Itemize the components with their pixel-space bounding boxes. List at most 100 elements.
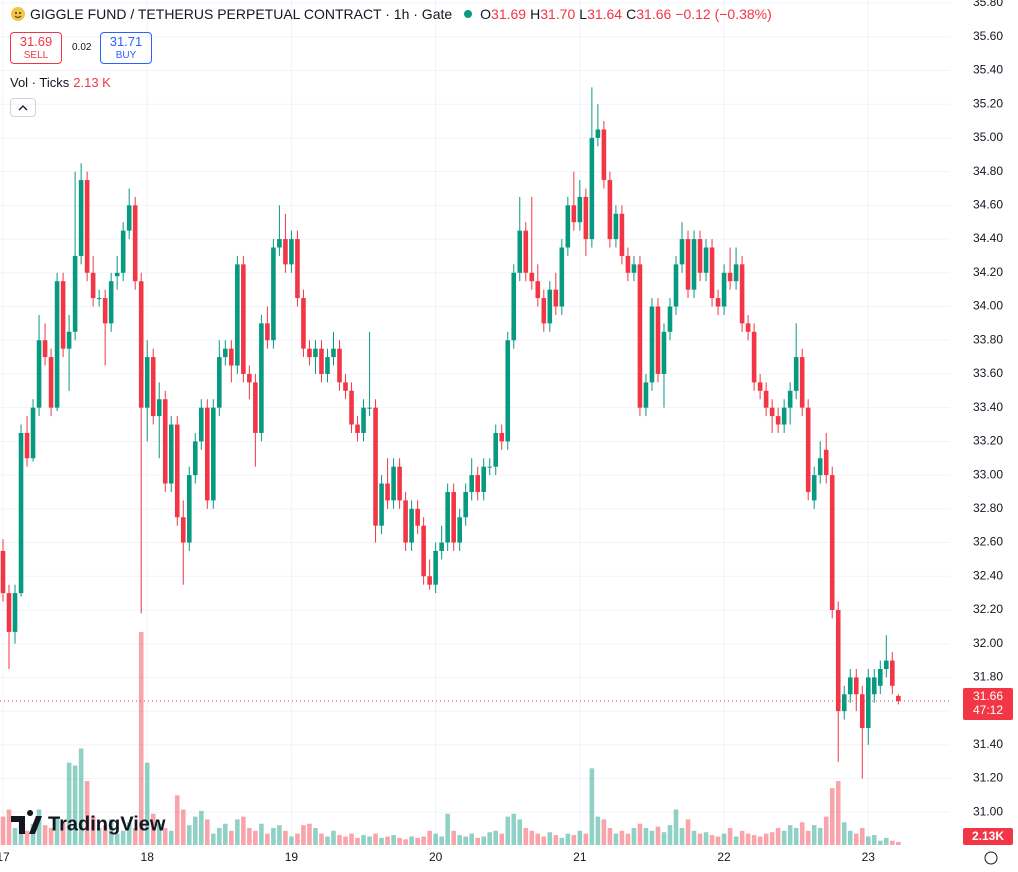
symbol[interactable]: GIGGLE FUND / TETHERUS PERPETUAL CONTRAC… bbox=[30, 6, 453, 22]
volume-bar bbox=[66, 762, 72, 845]
volume-bar bbox=[415, 837, 420, 845]
volume-bar bbox=[325, 836, 330, 845]
volume-bar bbox=[343, 836, 348, 845]
volume-bar bbox=[805, 830, 811, 845]
candle-body bbox=[235, 264, 240, 366]
volume-bar bbox=[349, 833, 354, 845]
volume-bar bbox=[301, 825, 306, 845]
volume-bar bbox=[535, 833, 541, 845]
chevron bbox=[18, 105, 28, 111]
candle-body bbox=[211, 407, 216, 501]
candle-body bbox=[379, 483, 384, 526]
candle-body bbox=[373, 407, 378, 526]
y-tick-label: 35.40 bbox=[973, 63, 1003, 77]
candle-body bbox=[313, 348, 318, 358]
candle-body bbox=[583, 196, 589, 240]
candle-body bbox=[361, 407, 366, 433]
volume-bar bbox=[896, 841, 901, 845]
volume-bar bbox=[217, 827, 222, 845]
candle-body bbox=[853, 677, 859, 695]
candle-body bbox=[613, 213, 619, 240]
y-tick-label: 34.40 bbox=[973, 231, 1003, 245]
volume-bar bbox=[685, 819, 691, 845]
y-tick-label: 33.60 bbox=[973, 366, 1003, 380]
sell-price: 31.69 bbox=[19, 34, 53, 49]
sell-button[interactable]: 31.69 SELL bbox=[10, 32, 62, 64]
volume-bar bbox=[493, 830, 499, 845]
candle-body bbox=[60, 281, 66, 349]
candle-body bbox=[667, 306, 673, 332]
volume-bar bbox=[835, 781, 841, 845]
ohlc-value: 31.66 bbox=[636, 6, 672, 22]
candle-body bbox=[559, 247, 565, 307]
candle-body bbox=[6, 593, 12, 632]
candle-body bbox=[505, 340, 511, 442]
candle-body bbox=[150, 357, 156, 417]
buy-button[interactable]: 31.71 BUY bbox=[100, 32, 152, 64]
volume-bar bbox=[168, 830, 174, 845]
candle-body bbox=[66, 331, 72, 349]
candle-body bbox=[625, 255, 631, 273]
candle-body bbox=[36, 340, 42, 408]
volume-bar bbox=[559, 837, 565, 845]
volume-bar bbox=[517, 819, 523, 845]
candle-body bbox=[655, 306, 661, 374]
candle-body bbox=[217, 357, 222, 408]
volume-bar bbox=[811, 825, 817, 845]
candle-body bbox=[367, 407, 372, 409]
candle-body bbox=[433, 550, 438, 585]
candle-body bbox=[811, 475, 817, 501]
volume-bar bbox=[427, 830, 432, 845]
volume-bar bbox=[763, 833, 769, 845]
candle-body bbox=[715, 298, 721, 307]
brand-text: TradingView bbox=[48, 813, 166, 835]
volume-bar bbox=[241, 816, 246, 845]
volume-bar bbox=[673, 809, 679, 845]
candle-body bbox=[289, 239, 294, 265]
y-tick-label: 34.20 bbox=[973, 265, 1003, 279]
brand-mark bbox=[11, 810, 42, 834]
candle-body bbox=[126, 205, 132, 231]
volume-bar bbox=[337, 835, 342, 845]
volume-bar bbox=[198, 810, 204, 845]
volume-bar bbox=[24, 830, 30, 845]
candle-body bbox=[108, 281, 114, 324]
volume-last-label: 2.13K bbox=[972, 829, 1004, 843]
y-tick-label: 31.40 bbox=[973, 737, 1003, 751]
volume-bar bbox=[6, 809, 12, 845]
volume-bar bbox=[619, 830, 625, 845]
volume-bar bbox=[769, 832, 775, 845]
settings-icon[interactable] bbox=[984, 851, 998, 865]
volume-bar bbox=[643, 827, 649, 845]
volume-bar bbox=[84, 781, 90, 845]
volume-bar bbox=[265, 833, 270, 845]
candle-body bbox=[685, 239, 691, 290]
y-tick-label: 32.80 bbox=[973, 501, 1003, 515]
status-dot bbox=[464, 10, 473, 18]
y-tick-label: 32.60 bbox=[973, 535, 1003, 549]
candle-body bbox=[229, 348, 234, 366]
volume-bar bbox=[289, 836, 294, 845]
collapse-button[interactable] bbox=[10, 98, 36, 117]
volume-bar bbox=[54, 816, 60, 845]
candle-body bbox=[511, 272, 517, 341]
volume-bar bbox=[403, 839, 408, 845]
volume-bar bbox=[313, 827, 318, 845]
candle-body bbox=[168, 424, 174, 484]
candle-body bbox=[499, 432, 505, 442]
candle-body bbox=[223, 348, 228, 358]
volume-bar bbox=[192, 816, 198, 845]
volume-bar bbox=[451, 830, 456, 845]
volume-bar bbox=[114, 833, 120, 845]
brand-logo: TradingView bbox=[11, 810, 166, 835]
candle-body bbox=[847, 677, 853, 695]
sell-label: SELL bbox=[23, 50, 49, 61]
volume-bar bbox=[355, 837, 360, 845]
volume-bar bbox=[595, 816, 601, 845]
volume-bar bbox=[571, 835, 577, 845]
volume-bar bbox=[385, 836, 390, 845]
candle-body bbox=[619, 213, 625, 256]
ohlc-letter: H bbox=[530, 6, 541, 22]
candle-body bbox=[96, 298, 102, 300]
candle-body bbox=[607, 180, 613, 240]
